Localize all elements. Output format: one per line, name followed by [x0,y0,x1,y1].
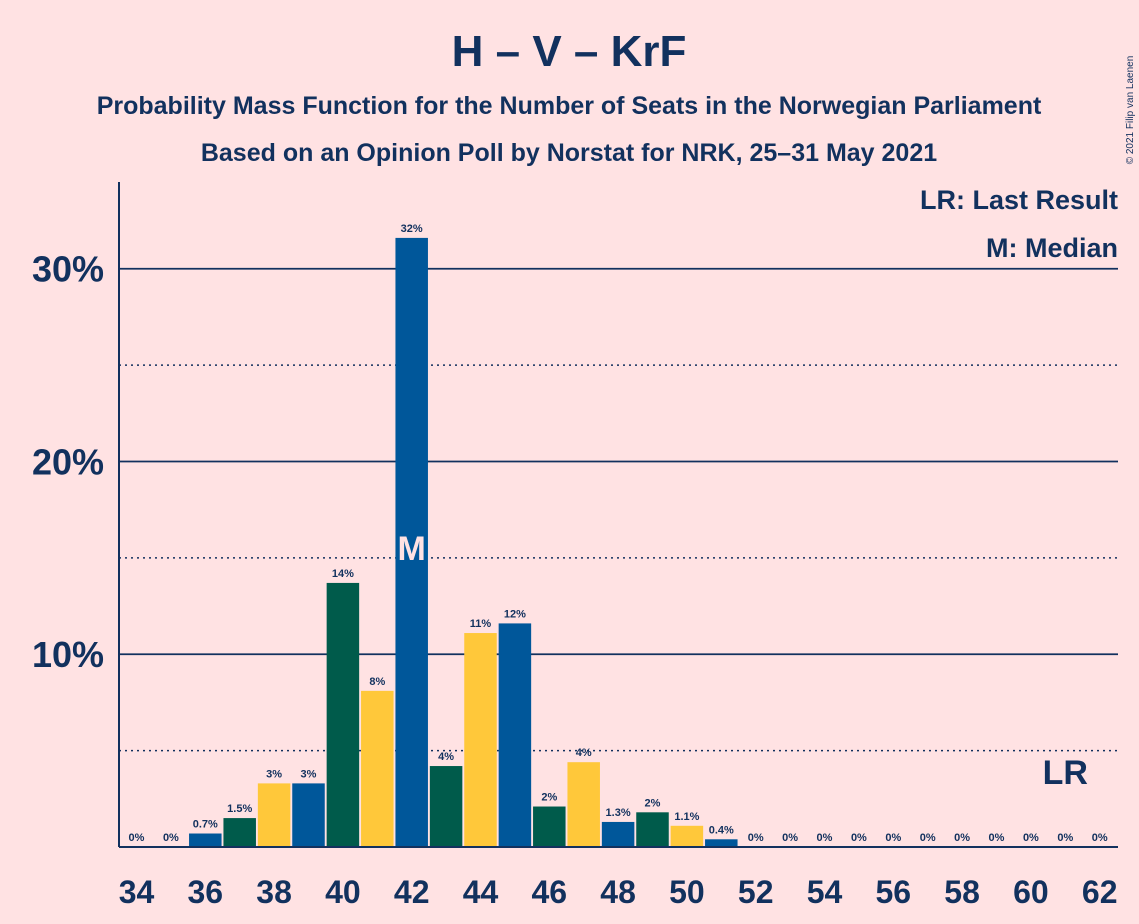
data-label: 0% [885,832,901,844]
data-label: 0% [817,832,833,844]
data-label: 0.4% [709,824,734,836]
x-tick-label: 60 [1013,874,1049,910]
data-label: 8% [369,676,385,688]
data-label: 0% [954,832,970,844]
bar [498,623,532,847]
data-label: 0% [851,832,867,844]
bar [361,690,394,847]
data-label: 12% [504,608,526,620]
data-label: 11% [470,618,492,630]
x-tick-label: 34 [119,874,155,910]
chart-title: H – V – KrF [452,27,687,76]
bar [223,818,256,847]
x-tick-label: 38 [256,874,292,910]
last-result-marker: LR [1043,754,1088,792]
y-tick-label: 30% [32,249,104,290]
legend-last-result: LR: Last Result [920,185,1118,215]
bar [395,237,428,847]
data-label: 32% [401,223,423,235]
data-label: 0% [1023,832,1039,844]
gridlines [119,267,1118,752]
bar [567,762,600,847]
data-label: 1.5% [227,803,252,815]
axes [118,182,1118,848]
data-label: 3% [301,768,317,780]
x-tick-label: 62 [1082,874,1118,910]
data-label: 0% [163,832,179,844]
legend-median: M: Median [986,233,1118,263]
data-label: 1.1% [674,811,699,823]
bar [533,806,566,847]
data-label: 0% [129,832,145,844]
data-label: 2% [645,797,661,809]
x-tick-label: 44 [463,874,499,910]
data-label: 3% [266,768,282,780]
data-label: 2% [541,792,557,804]
data-label: 1.3% [606,807,631,819]
x-tick-label: 52 [738,874,774,910]
x-tick-label: 54 [807,874,843,910]
x-tick-label: 50 [669,874,705,910]
x-tick-label: 36 [188,874,224,910]
data-label: 4% [438,751,454,763]
chart-subtitle-1: Probability Mass Function for the Number… [97,92,1042,120]
data-label: 0% [920,832,936,844]
bar [636,812,669,847]
x-tick-label: 48 [600,874,636,910]
bar [292,783,325,847]
bar [705,839,738,847]
data-label: 4% [576,747,592,759]
bar [670,825,704,847]
bars [189,237,738,847]
data-label: 0.7% [193,819,218,831]
data-label: 0% [1092,832,1108,844]
x-tick-label: 46 [532,874,568,910]
bar [429,766,463,847]
y-tick-label: 10% [32,634,104,675]
chart-subtitle-2: Based on an Opinion Poll by Norstat for … [201,139,937,167]
data-label: 14% [332,568,354,580]
data-label: 0% [748,832,764,844]
data-label: 0% [1057,832,1073,844]
bar [601,821,635,847]
x-tick-label: 40 [325,874,361,910]
bar [464,633,497,847]
x-tick-label: 42 [394,874,430,910]
data-label: 0% [989,832,1005,844]
x-tick-label: 58 [944,874,980,910]
bar [189,833,222,847]
data-labels: 0% 0% 0.7% 1.5% 3% 3% 14% 8% 32% 4% 11% 12% 2% 4% 1.3%… [129,223,1108,844]
y-tick-labels: 10% 20% 30% [32,249,104,676]
median-marker: M [398,530,426,568]
x-tick-labels: 34 36 38 40 42 44 46 48 50 52 54 56 58 60 62 [119,874,1118,910]
copyright-notice: © 2021 Filip van Laenen [1125,56,1136,165]
x-tick-label: 56 [876,874,912,910]
bar [257,783,291,847]
data-label: 0% [782,832,798,844]
y-tick-label: 20% [32,441,104,482]
bar [326,582,360,847]
